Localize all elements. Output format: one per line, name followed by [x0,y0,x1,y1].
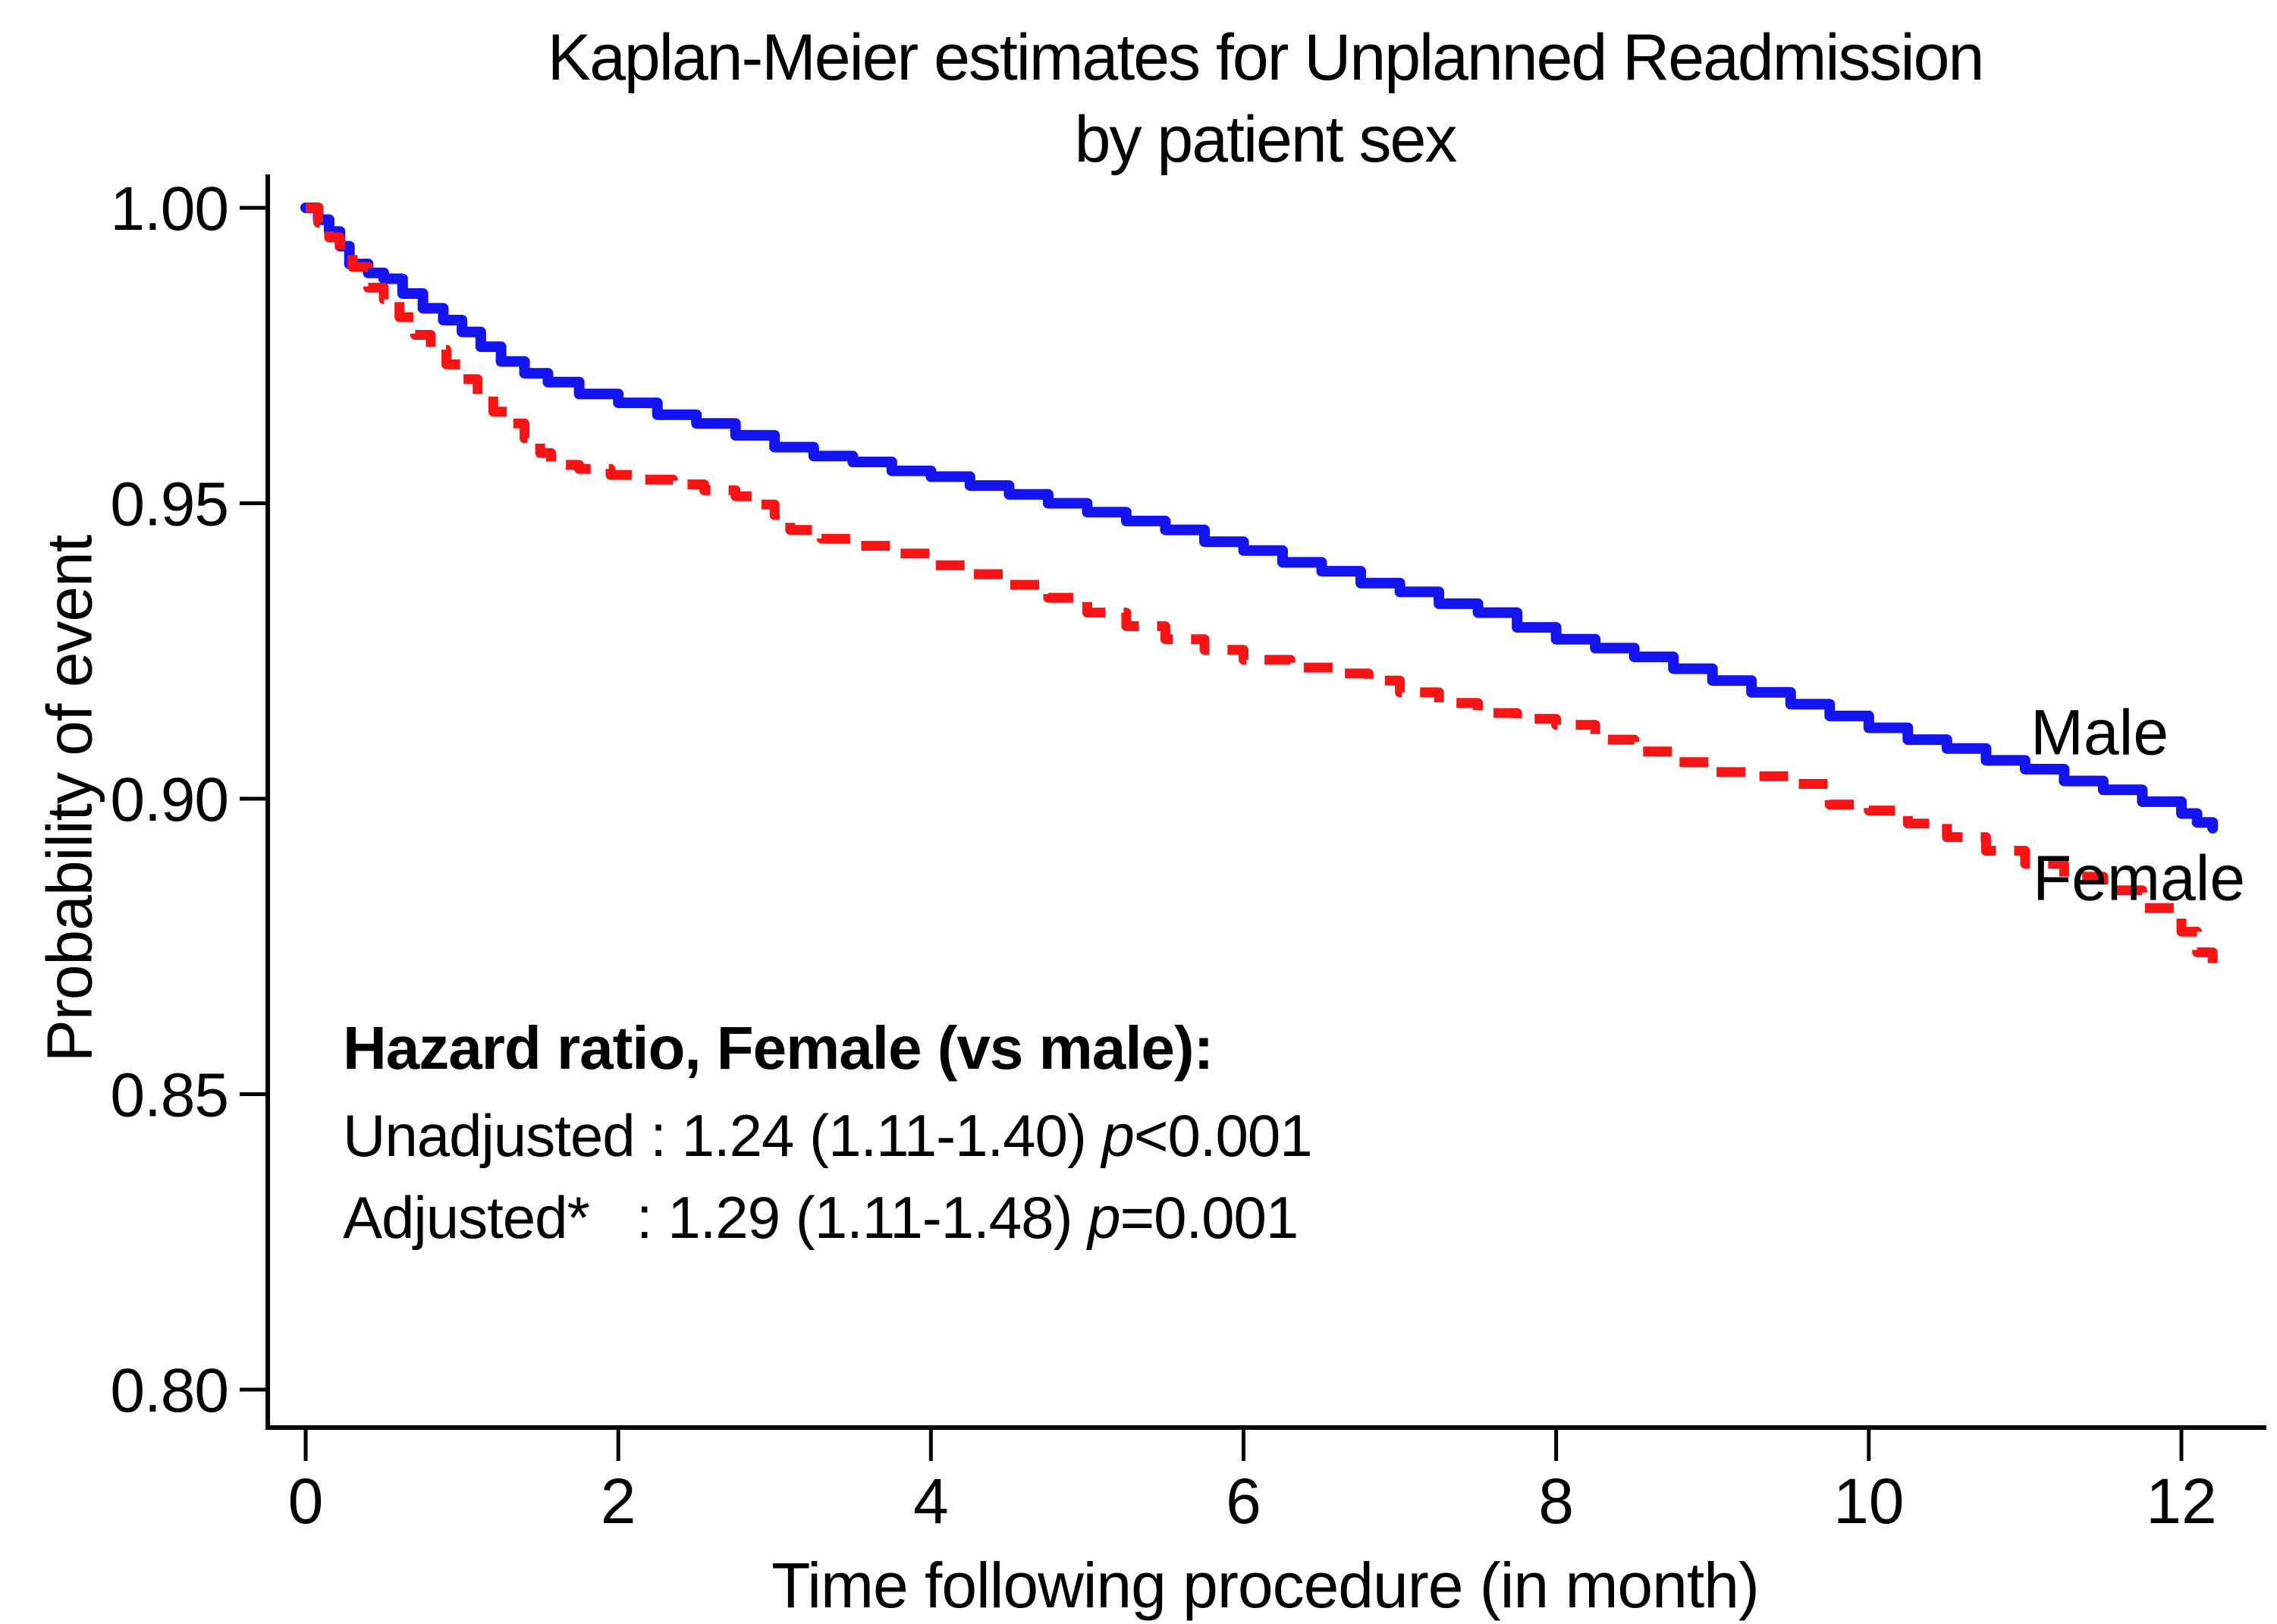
hazard-adjusted-text: Adjusted* : 1.29 (1.11-1.48) [343,1184,1088,1251]
hazard-ratio-adjusted: Adjusted* : 1.29 (1.11-1.48) p=0.001 [343,1183,1299,1252]
x-axis-title: Time following procedure (in month) [771,1550,1760,1621]
hazard-adjusted-pvalue: =0.001 [1120,1184,1299,1251]
y-tick-label: 0.85 [110,1061,228,1130]
hazard-ratio-unadjusted: Unadjusted : 1.24 (1.11-1.40) p<0.001 [343,1101,1313,1170]
x-tick-label: 0 [288,1465,324,1537]
y-tick-label: 0.90 [110,765,228,834]
y-axis-title: Probability of event [33,535,105,1063]
male-curve-label: Male [2030,696,2169,768]
chart-subtitle: by patient sex [1074,103,1458,176]
x-tick-label: 12 [2146,1465,2216,1537]
p-symbol: p [1088,1184,1120,1251]
female-curve [306,203,2218,970]
x-tick-label: 2 [601,1465,636,1537]
y-tick-label: 1.00 [110,174,228,243]
hazard-ratio-header: Hazard ratio, Female (vs male): [343,1014,1214,1082]
male-curve [300,203,2219,834]
chart-title: Kaplan-Meier estimates for Unplanned Rea… [547,21,1985,94]
p-symbol: p [1101,1102,1135,1169]
x-tick-label: 6 [1226,1465,1261,1537]
female-curve-label: Female [2032,842,2246,914]
x-tick-label: 10 [1833,1465,1904,1537]
hazard-unadjusted-pvalue: <0.001 [1133,1102,1313,1169]
x-tick-label: 4 [913,1465,949,1537]
y-tick-label: 0.95 [110,470,228,539]
y-tick-label: 0.80 [110,1356,228,1425]
hazard-unadjusted-text: Unadjusted : 1.24 (1.11-1.40) [343,1102,1102,1169]
chart-title-block: Kaplan-Meier estimates for Unplanned Rea… [547,17,1985,181]
x-tick-label: 8 [1538,1465,1574,1537]
